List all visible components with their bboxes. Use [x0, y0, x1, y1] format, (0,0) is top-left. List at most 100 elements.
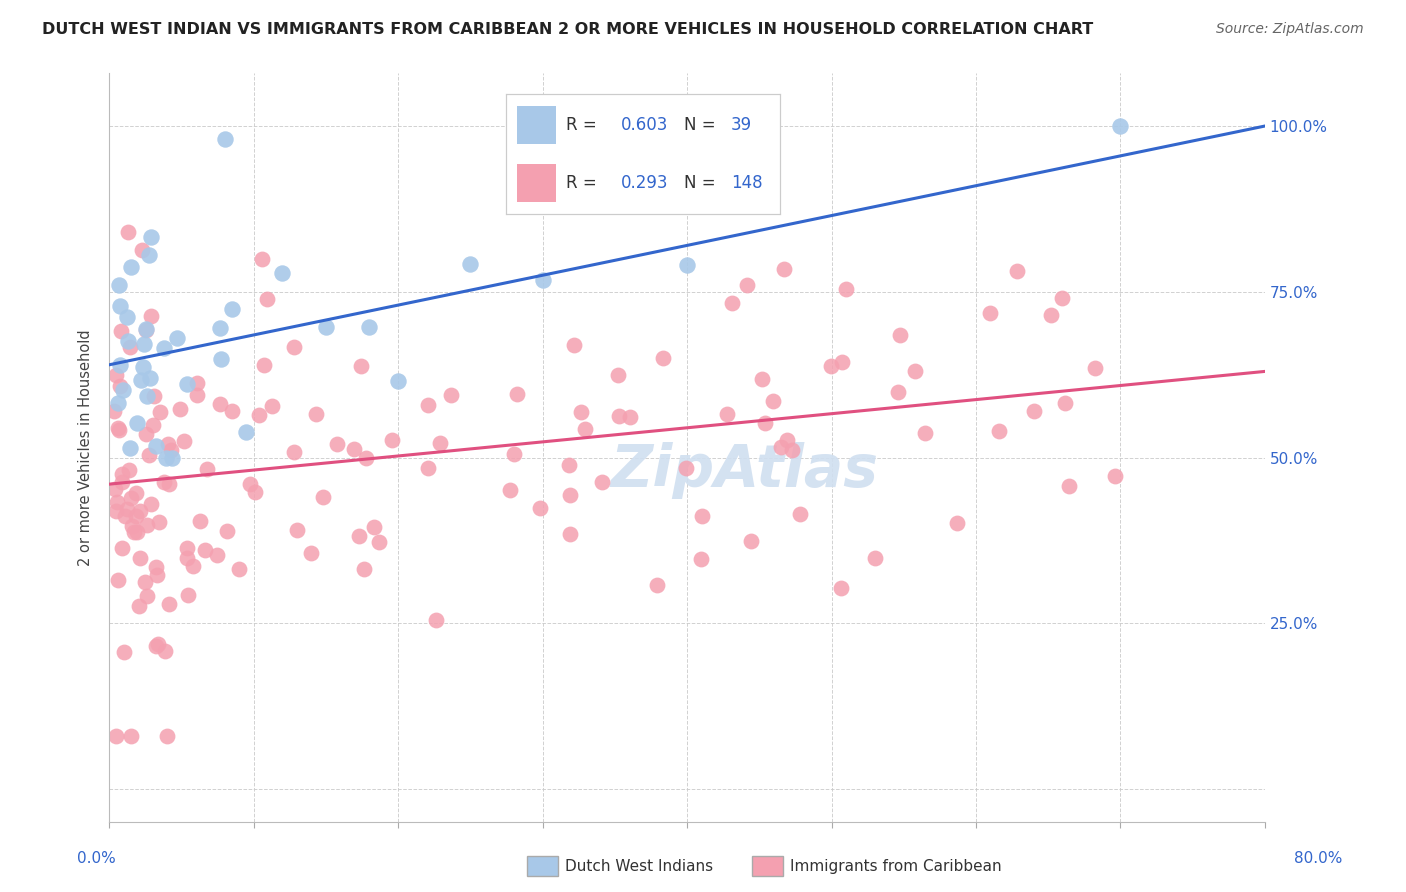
- Point: [121, 491, 143, 505]
- Point: [285, 523, 308, 537]
- FancyBboxPatch shape: [517, 106, 555, 145]
- Point: [111, 467, 134, 481]
- Point: [591, 475, 613, 489]
- Point: [946, 516, 969, 530]
- Point: [188, 514, 211, 528]
- Text: 39: 39: [731, 116, 752, 134]
- Point: [153, 644, 176, 658]
- Text: Immigrants from Caribbean: Immigrants from Caribbean: [790, 859, 1002, 873]
- Point: [166, 331, 188, 345]
- Point: [124, 524, 146, 539]
- Point: [108, 358, 131, 372]
- Point: [131, 244, 153, 258]
- Point: [142, 418, 165, 433]
- Point: [607, 368, 630, 383]
- Point: [115, 502, 138, 516]
- Point: [1054, 395, 1077, 409]
- Point: [531, 273, 554, 287]
- Point: [160, 442, 183, 457]
- Point: [988, 425, 1011, 439]
- Point: [141, 310, 163, 324]
- Point: [118, 463, 141, 477]
- Point: [498, 483, 520, 497]
- Point: [221, 403, 243, 417]
- Point: [1022, 404, 1045, 418]
- Point: [145, 560, 167, 574]
- Point: [418, 460, 440, 475]
- Point: [129, 504, 152, 518]
- Point: [914, 426, 936, 441]
- Point: [502, 447, 524, 461]
- Point: [157, 597, 180, 611]
- Text: Dutch West Indians: Dutch West Indians: [565, 859, 713, 873]
- Point: [110, 324, 132, 338]
- Text: 0.603: 0.603: [621, 116, 669, 134]
- Point: [145, 640, 167, 654]
- Point: [146, 568, 169, 582]
- Point: [194, 542, 217, 557]
- Point: [120, 260, 142, 274]
- Point: [197, 462, 219, 476]
- Point: [283, 340, 305, 354]
- Point: [209, 320, 232, 334]
- Point: [181, 558, 204, 573]
- Point: [139, 230, 162, 244]
- Point: [789, 507, 811, 521]
- Point: [120, 729, 142, 743]
- Text: DUTCH WEST INDIAN VS IMMIGRANTS FROM CARIBBEAN 2 OR MORE VEHICLES IN HOUSEHOLD C: DUTCH WEST INDIAN VS IMMIGRANTS FROM CAR…: [42, 22, 1094, 37]
- Point: [564, 338, 586, 352]
- Text: R =: R =: [567, 174, 603, 192]
- Point: [111, 383, 134, 397]
- Point: [125, 486, 148, 500]
- Point: [149, 405, 172, 419]
- Point: [283, 445, 305, 459]
- Point: [139, 371, 162, 385]
- Point: [350, 359, 373, 373]
- Point: [416, 398, 439, 412]
- Point: [156, 729, 179, 743]
- Point: [176, 541, 198, 556]
- Point: [619, 409, 641, 424]
- Point: [247, 408, 270, 422]
- Point: [138, 248, 160, 262]
- Point: [354, 451, 377, 466]
- Point: [135, 389, 157, 403]
- Point: [135, 321, 157, 335]
- Point: [105, 495, 128, 509]
- Text: 0.0%: 0.0%: [77, 852, 117, 866]
- Point: [127, 416, 149, 430]
- Point: [136, 589, 159, 603]
- Text: 148: 148: [731, 174, 762, 192]
- Point: [772, 262, 794, 277]
- Point: [128, 550, 150, 565]
- Point: [118, 340, 141, 354]
- Point: [115, 310, 138, 324]
- Point: [108, 423, 131, 437]
- Point: [652, 351, 675, 365]
- Point: [647, 578, 669, 592]
- Point: [104, 368, 127, 382]
- Point: [139, 497, 162, 511]
- Point: [312, 490, 335, 504]
- Point: [820, 359, 842, 373]
- Point: [831, 355, 853, 369]
- Point: [118, 441, 141, 455]
- Point: [603, 190, 626, 204]
- Point: [735, 278, 758, 293]
- Point: [173, 434, 195, 449]
- Point: [558, 488, 581, 502]
- Point: [343, 442, 366, 457]
- Text: N =: N =: [685, 116, 721, 134]
- Point: [1084, 361, 1107, 376]
- Point: [381, 433, 404, 447]
- Point: [135, 323, 157, 337]
- Point: [529, 501, 551, 516]
- Point: [125, 524, 148, 539]
- Point: [134, 574, 156, 589]
- Point: [125, 508, 148, 523]
- Point: [253, 358, 276, 372]
- Point: [425, 613, 447, 627]
- Point: [863, 550, 886, 565]
- Point: [228, 562, 250, 576]
- Point: [675, 460, 697, 475]
